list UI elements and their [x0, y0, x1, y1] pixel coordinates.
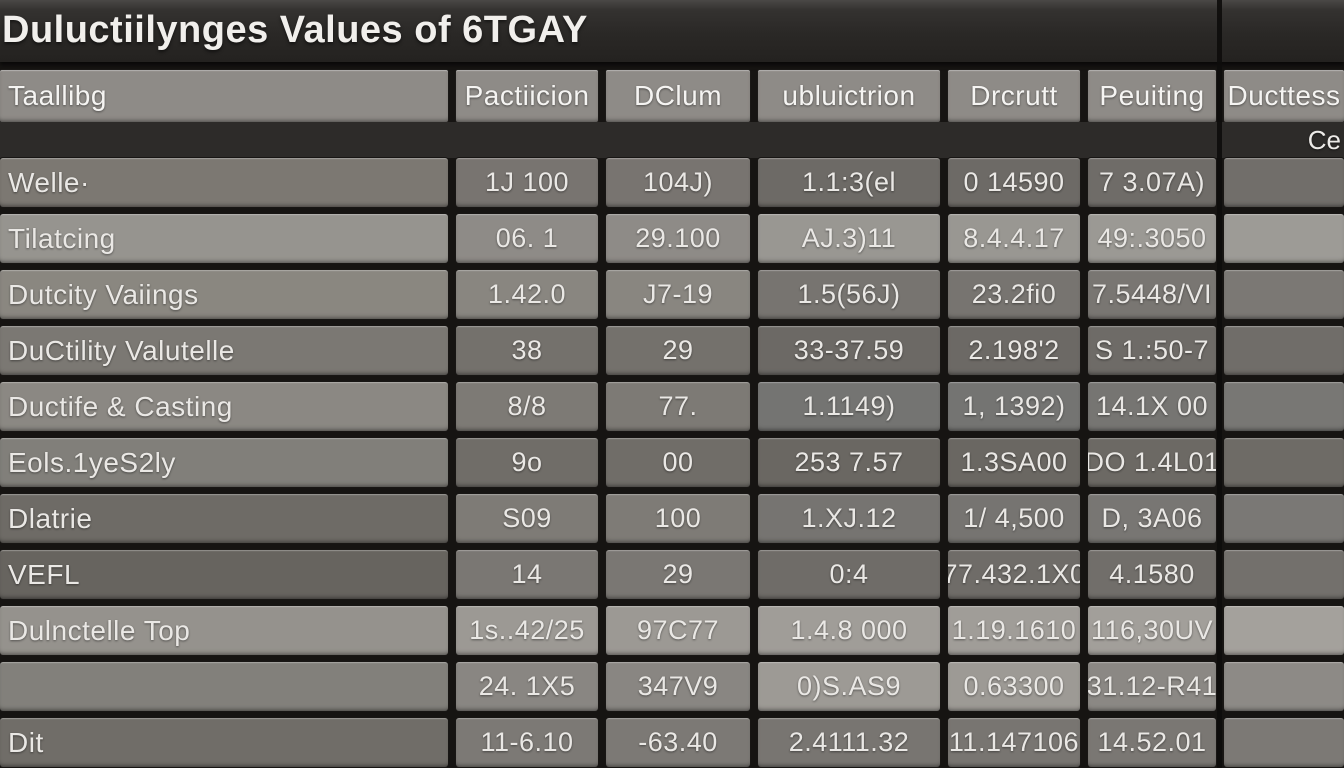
data-cell[interactable]: 1.5(56J) — [758, 270, 940, 319]
column-divider-line — [1217, 0, 1222, 768]
table-header-row: Taallibg Pactiicion DClum ubluictrion Dr… — [0, 70, 1344, 122]
row-label-cell[interactable]: Eols.1yeS2ly — [0, 438, 448, 487]
data-cell[interactable]: 00 — [606, 438, 750, 487]
row-label-cell[interactable]: Dulnctelle Top — [0, 606, 448, 655]
data-cell[interactable]: S09 — [456, 494, 598, 543]
data-cell[interactable]: 77.432.1X0 — [948, 550, 1080, 599]
row-label-cell[interactable]: Dutcity Vaiings — [0, 270, 448, 319]
row-label-cell[interactable]: Tilatcing — [0, 214, 448, 263]
data-cell[interactable]: 97C77 — [606, 606, 750, 655]
row-end-cell[interactable] — [1224, 326, 1344, 375]
data-cell[interactable]: 14.1X 00 — [1088, 382, 1216, 431]
data-cell[interactable]: 29 — [606, 550, 750, 599]
data-cell[interactable]: S 1.:50-7 — [1088, 326, 1216, 375]
data-cell[interactable]: 11.147106 — [948, 718, 1080, 767]
data-cell[interactable]: 347V9 — [606, 662, 750, 711]
column-header-pactiicion[interactable]: Pactiicion — [456, 70, 598, 122]
data-cell[interactable]: -63.40 — [606, 718, 750, 767]
data-cell[interactable]: 1/ 4,500 — [948, 494, 1080, 543]
page-title: Duluctiilynges Values of 6TGAY — [2, 8, 588, 51]
data-cell[interactable]: 104J) — [606, 158, 750, 207]
row-end-cell[interactable] — [1224, 662, 1344, 711]
row-end-cell[interactable] — [1224, 214, 1344, 263]
data-cell[interactable]: 1.3SA00 — [948, 438, 1080, 487]
column-header-dclum[interactable]: DClum — [606, 70, 750, 122]
column-header-drcrutt[interactable]: Drcrutt — [948, 70, 1080, 122]
data-cell[interactable]: 29 — [606, 326, 750, 375]
data-cell[interactable]: 0.63300 — [948, 662, 1080, 711]
data-cell[interactable]: AJ.3)11 — [758, 214, 940, 263]
column-header-taallibg[interactable]: Taallibg — [0, 70, 448, 122]
header-wrap-text: Ce — [1307, 124, 1341, 155]
data-cell[interactable]: 77. — [606, 382, 750, 431]
row-end-cell[interactable] — [1224, 382, 1344, 431]
data-cell[interactable]: 253 7.57 — [758, 438, 940, 487]
data-cell[interactable]: 0)S.AS9 — [758, 662, 940, 711]
row-end-cell[interactable] — [1224, 550, 1344, 599]
row-label-cell[interactable]: Dit — [0, 718, 448, 767]
data-cell[interactable]: 31.12-R41 — [1088, 662, 1216, 711]
data-cell[interactable]: 1.4.8 000 — [758, 606, 940, 655]
row-end-cell[interactable] — [1224, 438, 1344, 487]
data-cell[interactable]: 06. 1 — [456, 214, 598, 263]
page-title-bar: Duluctiilynges Values of 6TGAY — [0, 0, 1344, 62]
data-cell[interactable]: 1s..42/25 — [456, 606, 598, 655]
data-cell[interactable]: 0:4 — [758, 550, 940, 599]
data-cell[interactable]: 2.4111.32 — [758, 718, 940, 767]
row-label-cell[interactable]: VEFL — [0, 550, 448, 599]
data-cell[interactable]: 1.1:3(el — [758, 158, 940, 207]
row-end-cell[interactable] — [1224, 494, 1344, 543]
data-cell[interactable]: 11-6.10 — [456, 718, 598, 767]
data-cell[interactable]: 7 3.07A) — [1088, 158, 1216, 207]
data-cell[interactable]: 29.100 — [606, 214, 750, 263]
data-cell[interactable]: 0 14590 — [948, 158, 1080, 207]
data-cell[interactable]: 8.4.4.17 — [948, 214, 1080, 263]
data-cell[interactable]: 8/8 — [456, 382, 598, 431]
column-header-peuiting[interactable]: Peuiting — [1088, 70, 1216, 122]
data-cell[interactable]: 9o — [456, 438, 598, 487]
header-wrap-strip: Ce — [0, 122, 1344, 158]
data-cell[interactable]: 1.1149) — [758, 382, 940, 431]
data-cell[interactable]: J7-19 — [606, 270, 750, 319]
data-cell[interactable]: 7.5448/VI — [1088, 270, 1216, 319]
data-cell[interactable]: DO 1.4L01 — [1088, 438, 1216, 487]
data-cell[interactable]: 38 — [456, 326, 598, 375]
data-cell[interactable]: 2.198'2 — [948, 326, 1080, 375]
data-cell[interactable]: 24. 1X5 — [456, 662, 598, 711]
data-cell[interactable]: 23.2fi0 — [948, 270, 1080, 319]
data-cell[interactable]: 14.52.01 — [1088, 718, 1216, 767]
row-label-cell[interactable] — [0, 662, 448, 711]
data-cell[interactable]: 100 — [606, 494, 750, 543]
row-end-cell[interactable] — [1224, 270, 1344, 319]
table-body: Welle· 1J 100 104J) 1.1:3(el 0 14590 7 3.07A)… — [0, 158, 1344, 767]
column-header-ubluictrion[interactable]: ubluictrion — [758, 70, 940, 122]
data-cell[interactable]: 49:.3050 — [1088, 214, 1216, 263]
data-cell[interactable]: 1J 100 — [456, 158, 598, 207]
row-label-cell[interactable]: Dlatrie — [0, 494, 448, 543]
data-cell[interactable]: 14 — [456, 550, 598, 599]
row-label-cell[interactable]: DuCtility Valutelle — [0, 326, 448, 375]
column-header-ducttess[interactable]: Ducttess — [1224, 70, 1344, 122]
data-cell[interactable]: 1, 1392) — [948, 382, 1080, 431]
data-cell[interactable]: 1.42.0 — [456, 270, 598, 319]
data-cell[interactable]: 4.1580 — [1088, 550, 1216, 599]
data-cell[interactable]: 1.XJ.12 — [758, 494, 940, 543]
row-end-cell[interactable] — [1224, 606, 1344, 655]
data-cell[interactable]: D, 3A06 — [1088, 494, 1216, 543]
row-end-cell[interactable] — [1224, 158, 1344, 207]
data-cell[interactable]: 33-37.59 — [758, 326, 940, 375]
row-end-cell[interactable] — [1224, 718, 1344, 767]
data-cell[interactable]: 1.19.1610 — [948, 606, 1080, 655]
row-label-cell[interactable]: Ductife & Casting — [0, 382, 448, 431]
row-label-cell[interactable]: Welle· — [0, 158, 448, 207]
data-cell[interactable]: 116,30UV — [1088, 606, 1216, 655]
